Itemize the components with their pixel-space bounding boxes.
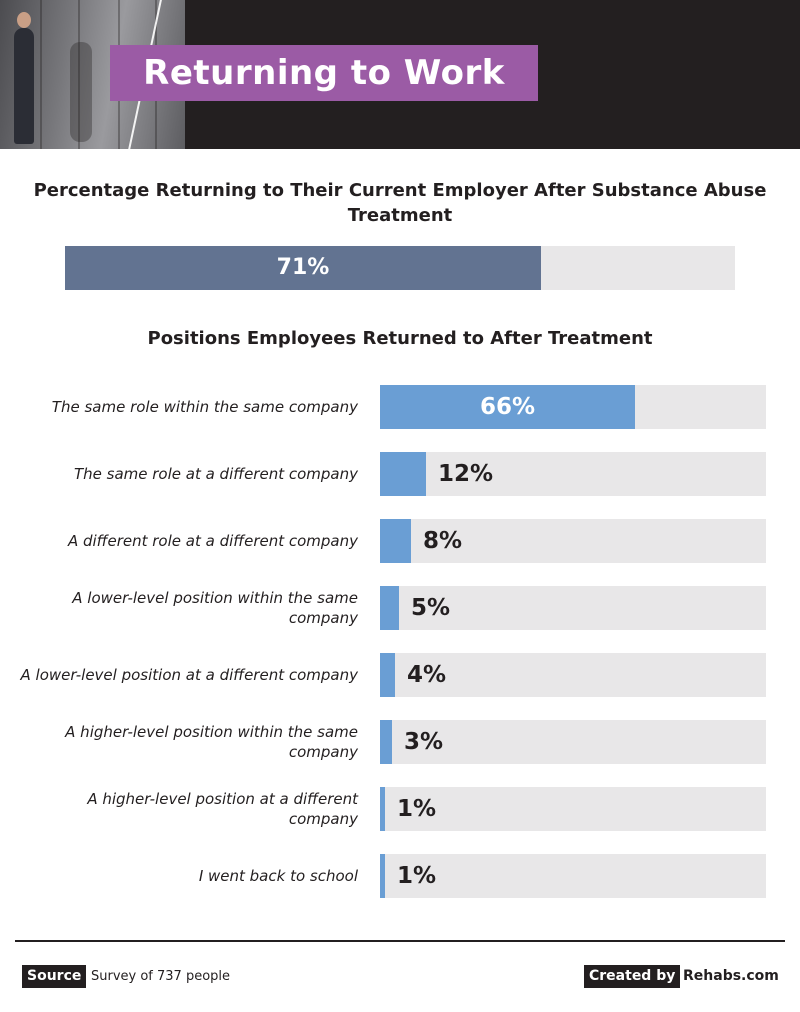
employer-bar-value: 71% — [276, 255, 330, 280]
bar — [380, 452, 426, 496]
bar-value-label: 66% — [479, 394, 536, 420]
bar — [380, 854, 385, 898]
employer-bar-fill — [65, 246, 541, 290]
bar-track: 1% — [380, 787, 766, 831]
bar — [380, 519, 411, 563]
bar-value-label: 12% — [438, 461, 494, 487]
bar-track: 66% — [380, 385, 766, 429]
employer-bar-track: 71% — [65, 246, 735, 290]
category-label: A higher-level position within the same … — [65, 723, 358, 761]
bar — [380, 720, 392, 764]
footer-rule — [15, 940, 785, 942]
credit-badge: Created by — [584, 965, 681, 988]
category-label: The same role within the same company — [51, 398, 358, 416]
bar-value-label: 3% — [404, 729, 444, 755]
category-label: I went back to school — [198, 867, 358, 885]
category-label: A lower-level position at a different co… — [20, 666, 358, 684]
bar-value-label: 4% — [407, 662, 447, 688]
bar-value-label: 1% — [397, 863, 437, 889]
category-label: A higher-level position at a different c… — [87, 790, 358, 828]
title-box: Returning to Work — [110, 45, 538, 101]
bar-track: 5% — [380, 586, 766, 630]
person-figure-head — [17, 12, 31, 28]
bar-track: 1% — [380, 854, 766, 898]
page-title: Returning to Work — [143, 53, 505, 93]
category-label: The same role at a different company — [73, 465, 358, 483]
bar-value-label: 8% — [423, 528, 463, 554]
bar — [380, 385, 635, 429]
person-figure — [14, 28, 34, 144]
person-reflection — [70, 42, 92, 142]
bar — [380, 586, 399, 630]
source-text: Survey of 737 people — [91, 969, 231, 984]
bar-value-label: 1% — [397, 796, 437, 822]
chart-title-positions: Positions Employees Returned to After Tr… — [147, 328, 653, 349]
bar-value-label: 5% — [411, 595, 451, 621]
bar-track: 12% — [380, 452, 766, 496]
category-label: A different role at a different company — [67, 532, 358, 550]
bar-track: 3% — [380, 720, 766, 764]
bar-track: 8% — [380, 519, 766, 563]
category-label: A lower-level position within the same c… — [72, 589, 358, 627]
header-banner: Returning to Work — [0, 0, 800, 149]
source-badge: Source — [22, 965, 87, 988]
bar — [380, 787, 385, 831]
credit-text: Rehabs.com — [683, 968, 779, 984]
chart-title-employer: Percentage Returning to Their Current Em… — [33, 180, 767, 226]
bar — [380, 653, 395, 697]
bar-track: 4% — [380, 653, 766, 697]
